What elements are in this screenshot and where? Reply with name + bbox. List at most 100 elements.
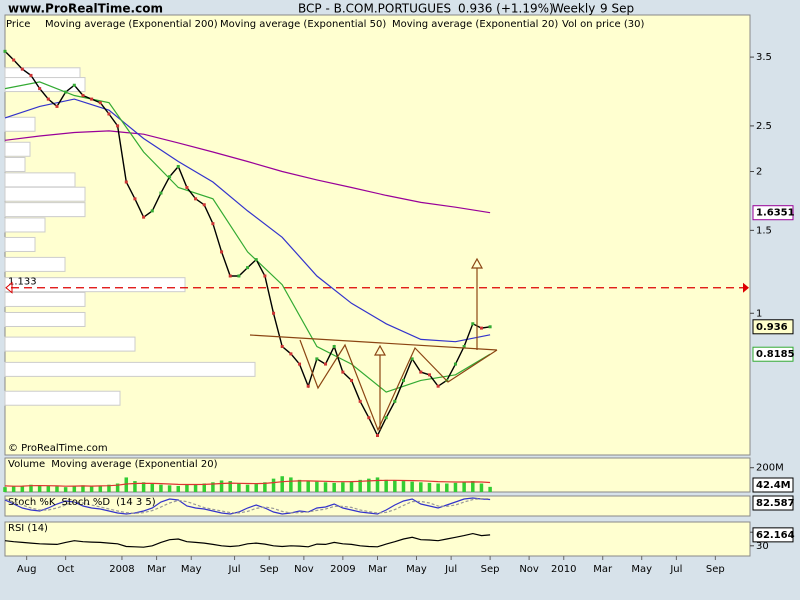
rsi-panel — [4, 521, 751, 557]
legend-entry: Stoch %D — [61, 497, 110, 508]
last-value-label: 1.6351 — [756, 208, 795, 219]
volume-bar — [297, 479, 302, 492]
y-tick-label: 30 — [756, 541, 769, 552]
price-point — [358, 399, 362, 403]
volume-bar — [29, 484, 33, 492]
x-tick-label: Nov — [294, 564, 314, 575]
volume-bar — [115, 483, 120, 492]
x-tick-label: Oct — [57, 564, 74, 575]
volume-bar — [3, 487, 7, 492]
x-tick-label: May — [406, 564, 427, 575]
volume-profile-bar — [4, 141, 31, 157]
volume-bar — [20, 485, 25, 492]
price-point — [306, 384, 310, 388]
legend-entry: Moving average (Exponential 200) — [45, 19, 218, 30]
price-point — [254, 258, 258, 262]
x-tick-label: 2009 — [330, 564, 355, 575]
volume-bar — [401, 481, 406, 492]
stoch-panel — [4, 495, 751, 517]
date: 9 Sep — [600, 2, 634, 16]
x-tick-label: Mar — [593, 564, 613, 575]
price-point — [211, 222, 215, 226]
series-line — [4, 497, 491, 515]
legend-params: (14 3 5) — [116, 497, 156, 508]
y-tick-label: 2.5 — [756, 121, 772, 132]
price-point — [376, 434, 379, 438]
price-point — [367, 416, 371, 420]
pattern-annotation — [249, 257, 498, 432]
y-tick-label: 200M — [756, 463, 784, 474]
reference-arrow — [743, 282, 749, 293]
volume-bar — [89, 486, 94, 492]
volume-bar — [462, 482, 466, 492]
price-point — [64, 90, 68, 94]
volume-bar — [419, 482, 423, 492]
price-point — [159, 191, 163, 195]
price-point — [116, 124, 120, 128]
x-tick-label: Aug — [17, 564, 37, 575]
volume-profile-bar — [4, 311, 86, 327]
volume-bar — [133, 481, 137, 492]
x-tick-label: Nov — [519, 564, 539, 575]
volume-bar — [349, 481, 354, 492]
price-point — [20, 67, 24, 71]
price-point — [98, 101, 102, 105]
series-line — [4, 98, 491, 343]
volume-bar — [367, 478, 371, 492]
y-tick-label: 3.5 — [756, 52, 772, 63]
last-value-box — [752, 346, 794, 362]
volume-profile-bar — [4, 116, 36, 132]
legend-entry: Volume — [8, 459, 45, 470]
volume-bar — [488, 486, 492, 492]
site: www.ProRealTime.com — [8, 2, 163, 16]
price-point — [133, 197, 137, 201]
price-point — [194, 197, 198, 201]
price-point — [479, 326, 483, 330]
price-point — [410, 357, 414, 361]
volume-bar — [263, 482, 267, 492]
price-point — [38, 87, 42, 91]
last-value-label: 82.587 — [756, 498, 795, 509]
series-line — [4, 497, 491, 515]
volume-bar — [211, 482, 215, 492]
price-point — [142, 215, 146, 219]
price-point — [237, 274, 241, 278]
volume-bar — [358, 479, 362, 492]
volume-bar — [410, 481, 414, 492]
volume-profile-bar — [4, 186, 86, 202]
volume-bar — [280, 476, 284, 492]
price-point — [124, 180, 128, 184]
volume-profile-bar — [4, 217, 46, 233]
legend-entry: Moving average (Exponential 50) — [220, 19, 386, 30]
volume-bar — [228, 481, 232, 492]
quote: 0.936 (+1.19%) — [458, 2, 554, 16]
volume-profile-bar — [4, 336, 136, 352]
price-point — [150, 209, 154, 213]
legend-entry: RSI (14) — [8, 523, 48, 534]
last-value-label: 0.8185 — [756, 349, 795, 360]
reference-label: 1.133 — [8, 277, 37, 288]
price-point — [272, 311, 276, 315]
series-line — [4, 130, 491, 214]
series-line — [4, 479, 491, 487]
volume-bar — [384, 479, 388, 492]
x-tick-label: May — [181, 564, 202, 575]
period: Weekly — [552, 2, 595, 16]
legend-entry: Moving average (Exponential 20) — [392, 19, 558, 30]
price-point — [453, 362, 457, 366]
last-value-box — [752, 495, 794, 511]
volume-profile-bar — [4, 172, 76, 188]
volume-bar — [471, 481, 475, 492]
y-tick-label: 2 — [756, 167, 762, 178]
price-point — [488, 325, 492, 329]
volume-bar — [436, 483, 440, 492]
x-tick-label: 2010 — [551, 564, 576, 575]
price-point — [55, 104, 59, 108]
price-point — [220, 250, 224, 254]
volume-bar — [254, 484, 258, 492]
volume-bar — [315, 481, 319, 492]
price-point — [46, 97, 50, 101]
plot-layer: Aug Oct 2008 Mar May Jul Sep Nov 2009 Mar May Jul Se… — [3, 19, 795, 575]
price-point — [332, 344, 336, 348]
volume-bar — [479, 483, 484, 492]
